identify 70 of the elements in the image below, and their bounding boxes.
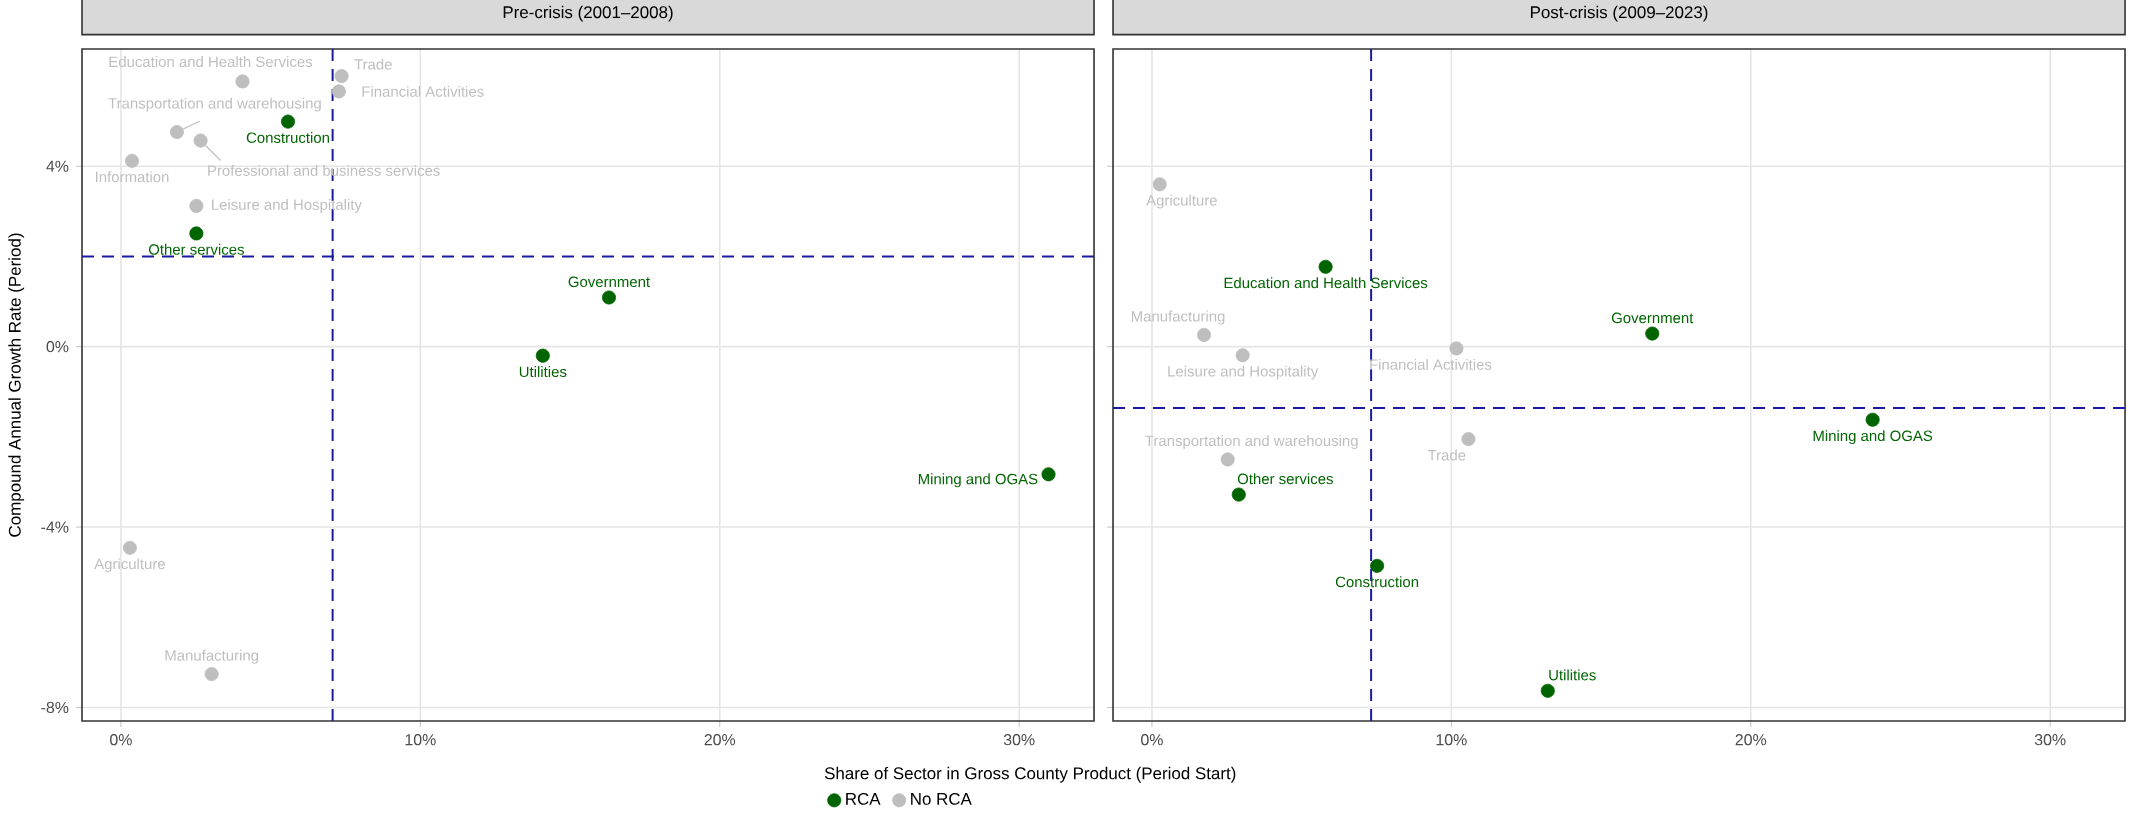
annotation: Construction	[246, 132, 329, 143]
annotation: Mining and OGAS	[1813, 430, 1933, 445]
annotation: Information	[96, 171, 169, 183]
x-tick-label: 0%	[110, 734, 132, 746]
point	[1449, 341, 1464, 356]
annotation: Mining and OGAS	[918, 473, 1038, 488]
annotation: Education and Health Services	[1224, 277, 1428, 289]
x-tick-label: 10%	[1436, 734, 1467, 746]
legend-label: No RCA	[911, 792, 972, 805]
y-tick-label: 0%	[46, 341, 69, 353]
point	[1865, 412, 1880, 427]
point	[1197, 327, 1212, 342]
annotation: Utilities	[1549, 669, 1596, 681]
point	[122, 540, 137, 555]
annotation: Trade	[1427, 449, 1466, 461]
annotation: Construction	[1335, 576, 1419, 588]
annotation: Professional and business services	[208, 164, 440, 176]
chart-title: Post-crisis (2009–2023)	[1530, 5, 1708, 22]
point	[535, 348, 550, 363]
point	[1461, 432, 1476, 447]
annotation: Other services	[148, 243, 244, 255]
point	[1645, 326, 1660, 341]
point	[1318, 259, 1333, 274]
y-tick-label: 4%	[46, 160, 69, 172]
legend-label: RCA	[846, 792, 881, 805]
x-tick-label: 0%	[1141, 734, 1163, 746]
annotation: Manufacturing	[1131, 310, 1225, 325]
point	[1220, 452, 1235, 467]
x-tick-label: 30%	[2034, 734, 2066, 746]
point	[1540, 683, 1555, 698]
annotation: Trade	[354, 58, 392, 70]
point	[125, 153, 140, 168]
annotation: Leisure and Hospitality	[212, 199, 362, 213]
point	[601, 290, 616, 305]
x-axis-title: Share of Sector in Gross County Product (Period Start)	[824, 766, 1236, 783]
point	[193, 133, 208, 148]
point	[281, 114, 295, 129]
x-tick-label: 30%	[1003, 734, 1035, 746]
point	[1041, 467, 1056, 482]
annotation: Transportation and warehousing	[1145, 435, 1358, 450]
annotation: Leisure and Hospitality	[1168, 365, 1319, 380]
annotation: Utilities	[519, 366, 567, 378]
y-tick-label: -8%	[41, 701, 69, 714]
x-tick-label: 10%	[405, 734, 436, 746]
point	[1235, 348, 1250, 363]
annotation: Financial Activities	[362, 85, 484, 97]
annotation: Education and Health Services	[109, 56, 313, 68]
annotation: Manufacturing	[165, 649, 259, 664]
point	[204, 667, 219, 682]
point	[169, 124, 184, 139]
y-axis-title: Compound Annual Growth Rate (Period)	[8, 233, 25, 537]
point	[189, 226, 204, 241]
annotation: Agriculture	[94, 558, 165, 573]
chart-title: Pre-crisis (2001–2008)	[503, 5, 673, 22]
x-tick-label: 20%	[704, 734, 736, 746]
point	[1152, 177, 1167, 192]
point	[1231, 487, 1246, 502]
point	[334, 69, 349, 84]
annotation: Transportation and warehousing	[108, 97, 321, 112]
point	[1370, 558, 1385, 573]
y-tick-label: -4%	[41, 521, 69, 533]
annotation: Other services	[1237, 473, 1333, 485]
annotation: Financial Activities	[1370, 358, 1492, 370]
x-tick-label: 20%	[1735, 734, 1767, 746]
annotation: Government	[568, 276, 650, 288]
annotation: Agriculture	[1146, 194, 1217, 209]
point	[331, 84, 346, 99]
point	[189, 198, 204, 213]
annotation: Government	[1611, 312, 1694, 324]
point	[235, 74, 250, 89]
